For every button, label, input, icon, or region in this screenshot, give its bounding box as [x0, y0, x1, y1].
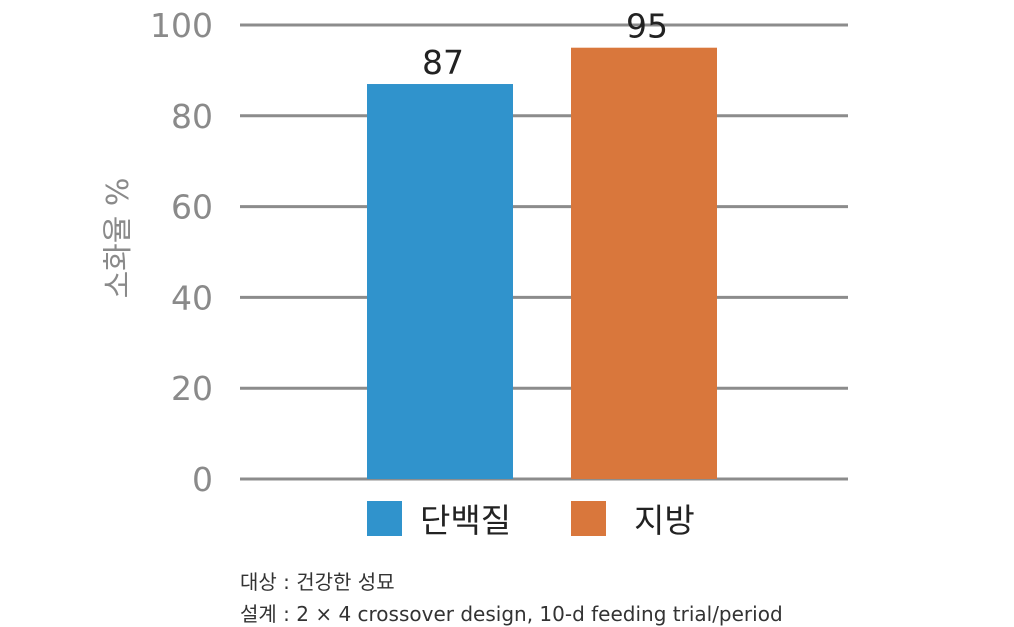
y-tick-label: 100 — [150, 6, 213, 45]
bar-1 — [367, 84, 513, 480]
bar-2 — [571, 47, 717, 479]
design-note: 설계 : 2 × 4 crossover design, 10-d feedin… — [240, 602, 783, 626]
y-tick-label: 20 — [171, 369, 213, 408]
y-tick-label: 80 — [171, 97, 213, 136]
legend: 단백질 지방 — [367, 501, 695, 540]
y-tick-label: 40 — [171, 278, 213, 317]
y-tick-label: 0 — [192, 460, 213, 499]
data-labels: 87 95 — [422, 7, 668, 82]
bars — [367, 47, 717, 480]
subject-note: 대상 : 건강한 성묘 — [240, 570, 395, 594]
y-tick-label: 60 — [171, 188, 213, 227]
y-axis-title: 소화율 % — [101, 178, 136, 299]
data-label: 95 — [626, 7, 668, 46]
y-tick-labels: 0 20 40 60 80 100 — [150, 6, 213, 499]
data-label: 87 — [422, 43, 464, 82]
legend-label: 지방 — [634, 501, 695, 540]
legend-label: 단백질 — [420, 501, 511, 540]
legend-swatch — [571, 501, 606, 536]
gridlines — [240, 23, 848, 481]
legend-swatch — [367, 501, 402, 536]
bar-chart: 0 20 40 60 80 100 87 95 단백질 지방 소화율 % — [101, 6, 848, 540]
